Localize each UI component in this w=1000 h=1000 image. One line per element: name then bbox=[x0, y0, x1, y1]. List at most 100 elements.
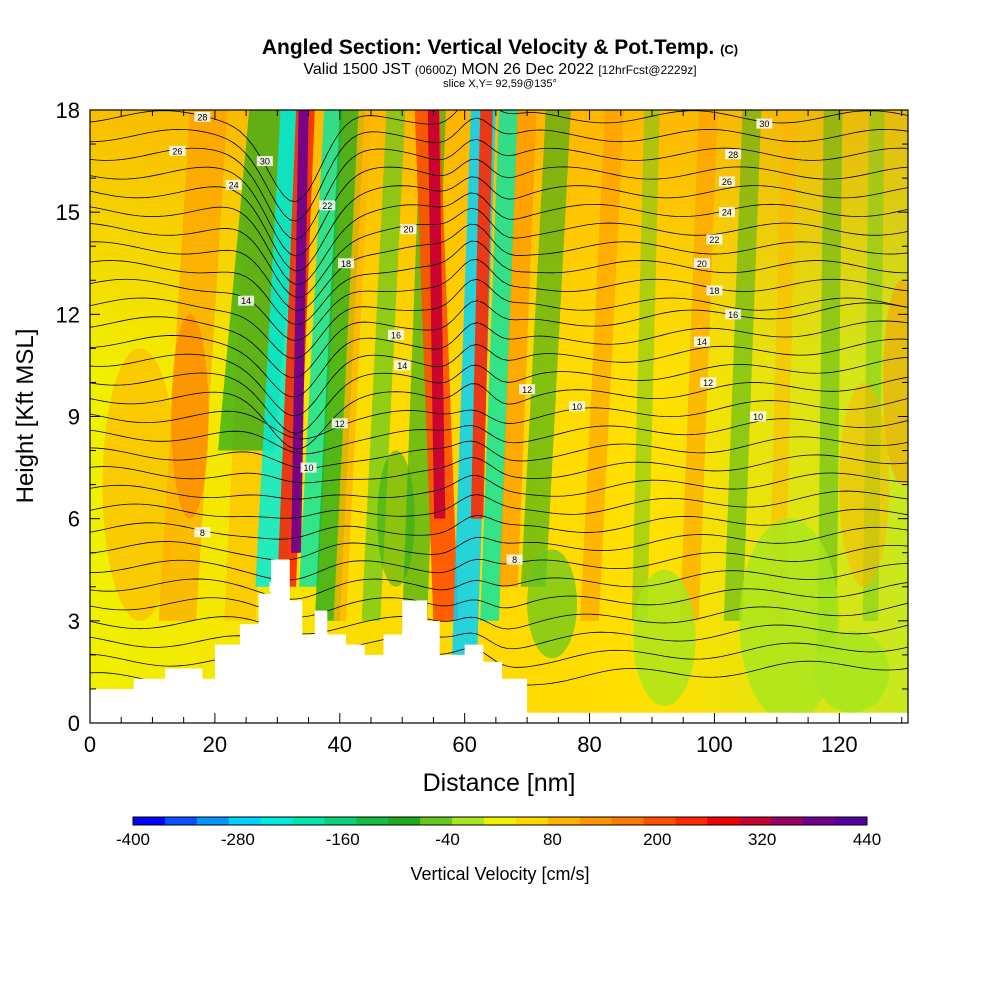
svg-text:20: 20 bbox=[697, 259, 707, 269]
y-tick-label: 0 bbox=[68, 711, 80, 736]
velocity-plume bbox=[769, 110, 798, 621]
x-tick-label: 100 bbox=[696, 732, 733, 757]
isentrope-line bbox=[90, 192, 908, 285]
contour-label: 12 bbox=[700, 377, 717, 388]
colorbar-tick-label: 440 bbox=[853, 830, 881, 849]
colorbar-tick-label: 80 bbox=[543, 830, 562, 849]
svg-text:26: 26 bbox=[172, 146, 182, 156]
terrain-profile bbox=[90, 559, 908, 724]
slice-label: slice X,Y= 92,59@135° bbox=[443, 78, 557, 90]
x-tick-label: 20 bbox=[203, 732, 227, 757]
colorbar-label: Vertical Velocity [cm/s] bbox=[410, 864, 589, 884]
colorbar-swatch bbox=[835, 817, 868, 825]
colorbar-swatch bbox=[771, 817, 804, 825]
contour-label: 10 bbox=[750, 411, 767, 422]
colorbar-swatch bbox=[579, 817, 613, 825]
contour-label: 10 bbox=[569, 401, 586, 412]
svg-text:10: 10 bbox=[304, 463, 314, 473]
velocity-plume bbox=[723, 110, 762, 621]
colorbar-swatch bbox=[452, 817, 485, 825]
colorbar-swatch bbox=[707, 817, 740, 825]
contour-label: 18 bbox=[338, 258, 355, 269]
svg-text:12: 12 bbox=[335, 419, 345, 429]
y-tick-label: 9 bbox=[68, 405, 80, 430]
contour-label: 20 bbox=[693, 258, 710, 269]
velocity-plume bbox=[291, 110, 309, 553]
colorbar-swatch bbox=[611, 817, 645, 825]
contour-label: 8 bbox=[506, 554, 523, 565]
velocity-cell bbox=[883, 280, 908, 485]
svg-text:10: 10 bbox=[572, 402, 582, 412]
velocity-cell bbox=[814, 631, 890, 713]
colorbar-tick-label: 320 bbox=[748, 830, 776, 849]
svg-text:18: 18 bbox=[709, 286, 719, 296]
contour-label: 24 bbox=[718, 207, 735, 218]
colorbar-swatch bbox=[643, 817, 677, 825]
velocity-plume bbox=[427, 110, 446, 519]
contour-label: 12 bbox=[519, 384, 536, 395]
y-tick-label: 18 bbox=[56, 98, 80, 123]
svg-text:20: 20 bbox=[403, 225, 413, 235]
velocity-cell bbox=[102, 348, 178, 621]
chart-subtitle: Valid 1500 JST (0600Z) MON 26 Dec 2022 [… bbox=[303, 61, 697, 78]
colorbar-swatch bbox=[547, 817, 581, 825]
isentrope-line bbox=[90, 117, 908, 222]
velocity-cell bbox=[839, 382, 890, 587]
colorbar-swatch bbox=[133, 817, 166, 825]
isentrope-line bbox=[90, 602, 908, 635]
colorbar-swatch bbox=[356, 817, 389, 825]
isentrope-line bbox=[90, 338, 908, 417]
y-tick-label: 6 bbox=[68, 507, 80, 532]
contour-label: 30 bbox=[256, 156, 273, 167]
colorbar: -400 -280 -160 -40 80 200 320 440 bbox=[116, 816, 881, 849]
isentrope-line bbox=[90, 563, 908, 600]
y-axis-label: Height [Kft MSL] bbox=[12, 329, 39, 504]
velocity-plume bbox=[520, 110, 571, 587]
isentrope-line bbox=[90, 436, 908, 469]
velocity-cell bbox=[739, 518, 840, 723]
svg-text:18: 18 bbox=[341, 259, 351, 269]
svg-text:12: 12 bbox=[703, 378, 713, 388]
isentrope-line bbox=[90, 300, 908, 378]
x-tick-label: 60 bbox=[452, 732, 476, 757]
isentrope-line bbox=[90, 398, 908, 440]
velocity-cell bbox=[527, 549, 578, 659]
y-tick-label: 3 bbox=[68, 609, 80, 634]
colorbar-swatch bbox=[196, 817, 230, 825]
isentrope-line bbox=[90, 240, 908, 326]
contour-label: 14 bbox=[238, 295, 255, 306]
isentrope-line bbox=[90, 207, 908, 298]
x-tick-label: 40 bbox=[328, 732, 352, 757]
colorbar-swatch bbox=[324, 817, 357, 825]
colorbar-swatch bbox=[228, 817, 262, 825]
contour-label: 26 bbox=[718, 176, 735, 187]
svg-text:14: 14 bbox=[397, 361, 407, 371]
colorbar-swatch bbox=[515, 817, 549, 825]
svg-text:16: 16 bbox=[391, 330, 401, 340]
contour-label: 26 bbox=[169, 145, 186, 156]
colorbar-tick-label: -160 bbox=[326, 830, 360, 849]
terrain bbox=[90, 559, 908, 724]
contour-label: 14 bbox=[394, 360, 411, 371]
isentrope-line bbox=[90, 138, 908, 240]
x-tick-label: 120 bbox=[821, 732, 858, 757]
chart-title: Angled Section: Vertical Velocity & Pot.… bbox=[261, 36, 739, 59]
colorbar-tick-label: -400 bbox=[116, 830, 150, 849]
colorbar-swatch bbox=[420, 817, 453, 825]
contour-label: 18 bbox=[706, 285, 723, 296]
isentrope-line bbox=[90, 490, 908, 519]
svg-text:8: 8 bbox=[512, 555, 517, 565]
isentrope-line bbox=[90, 278, 908, 359]
velocity-plume bbox=[480, 110, 518, 621]
axes: 0 20 40 60 80 100 120 0 3 6 9 12 15 18 bbox=[56, 98, 909, 757]
contour-label: 8 bbox=[194, 527, 211, 538]
svg-text:22: 22 bbox=[709, 235, 719, 245]
svg-text:24: 24 bbox=[229, 180, 239, 190]
svg-text:14: 14 bbox=[241, 296, 251, 306]
contour-label: 20 bbox=[400, 224, 417, 235]
isentrope-line bbox=[90, 320, 908, 398]
x-tick-label: 80 bbox=[577, 732, 601, 757]
isentrope-line bbox=[90, 508, 908, 540]
